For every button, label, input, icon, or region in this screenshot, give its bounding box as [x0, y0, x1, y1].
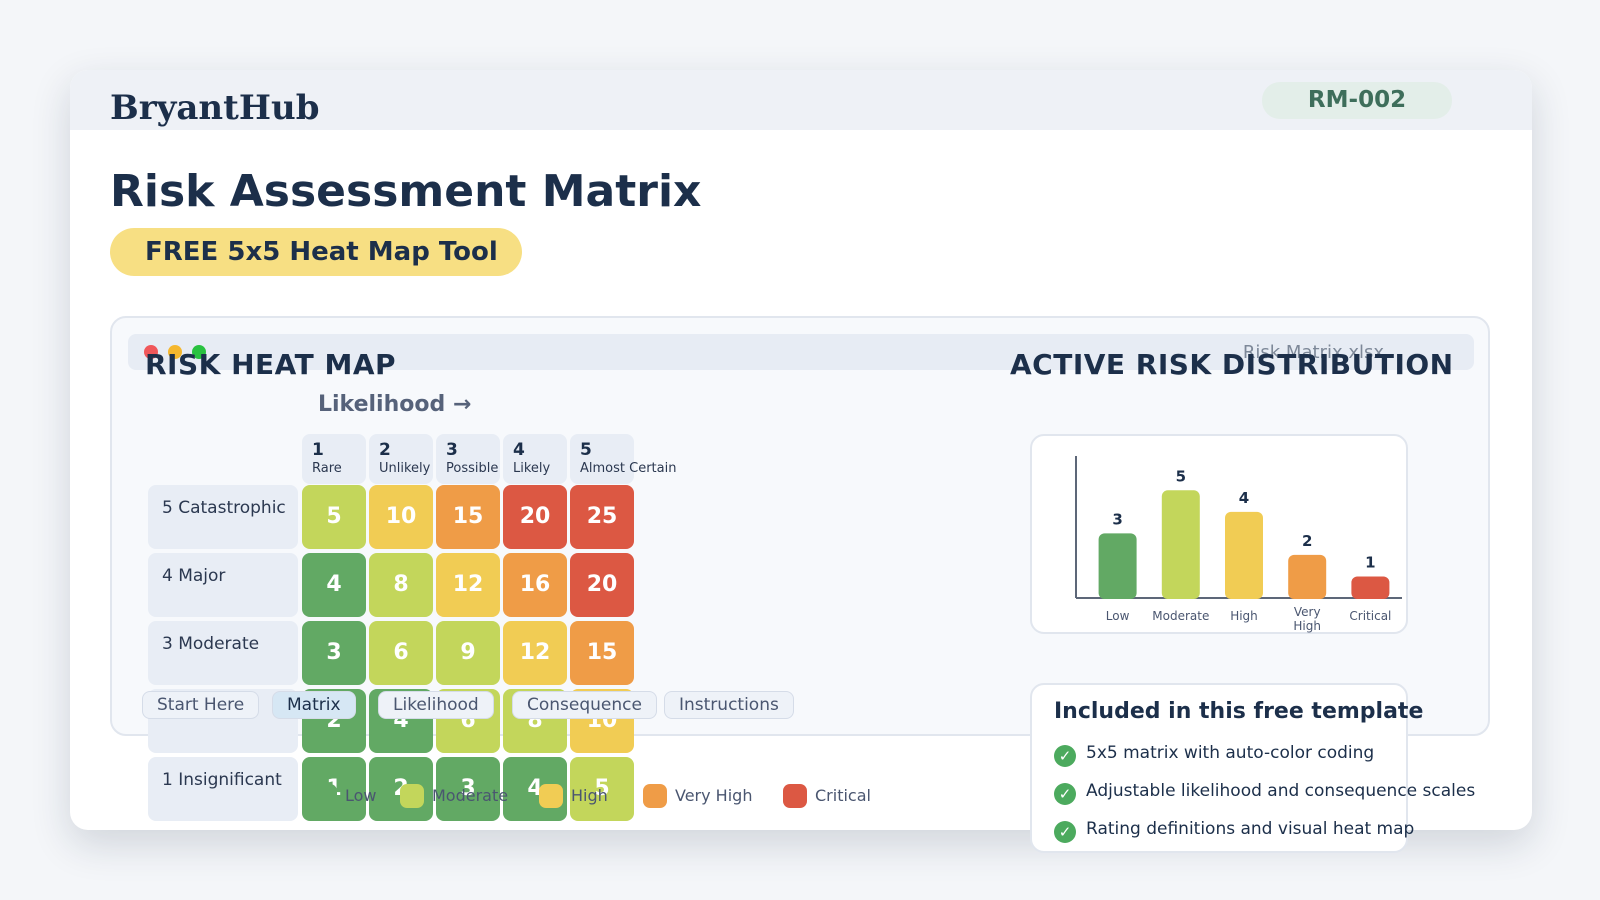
sheet-tab-consequence[interactable]: Consequence	[512, 691, 657, 719]
checkmark-icon: ✓	[1054, 745, 1076, 767]
likelihood-number: 3	[446, 440, 458, 460]
risk-cell[interactable]: 4	[302, 553, 366, 617]
legend-label: Low	[345, 786, 377, 805]
risk-cell[interactable]: 15	[570, 621, 634, 685]
risk-cell[interactable]: 3	[302, 621, 366, 685]
brand-logo: BryantHub	[110, 88, 320, 128]
likelihood-number: 1	[312, 440, 324, 460]
legend-swatch	[539, 784, 563, 808]
likelihood-header-1: 1 Rare	[302, 434, 366, 484]
category-label: Very	[1294, 605, 1321, 619]
free-tool-badge: FREE 5x5 Heat Map Tool	[110, 228, 522, 276]
likelihood-label: Likely	[513, 461, 551, 476]
likelihood-label: Possible	[446, 461, 499, 476]
risk-cell[interactable]: 5	[302, 485, 366, 549]
bar-critical	[1351, 576, 1390, 599]
document-id-badge: RM-002	[1262, 82, 1452, 119]
legend-swatch	[400, 784, 424, 808]
legend-label: Very High	[675, 786, 753, 805]
likelihood-header-2: 2 Unlikely	[369, 434, 433, 484]
legend-swatch	[643, 784, 667, 808]
window-filename: Risk Matrix.xlsx	[1242, 342, 1384, 363]
bar-very-high	[1288, 554, 1327, 599]
likelihood-number: 2	[379, 440, 391, 460]
likelihood-label: Unlikely	[379, 461, 431, 476]
heatmap-title: RISK HEAT MAP	[145, 348, 397, 381]
likelihood-number: 5	[580, 440, 592, 460]
bar-value-label: 3	[1112, 510, 1122, 528]
sheet-tab-matrix[interactable]: Matrix	[272, 691, 356, 719]
likelihood-header-5: 5 Almost Certain	[570, 434, 677, 484]
consequence-row-header: 3 Moderate	[148, 621, 298, 685]
bar-value-label: 4	[1239, 489, 1249, 507]
page-title: Risk Assessment Matrix	[110, 166, 702, 217]
likelihood-number: 4	[513, 440, 525, 460]
close-window-icon[interactable]	[144, 345, 158, 359]
sheet-tab-instructions[interactable]: Instructions	[664, 691, 794, 719]
maximize-window-icon[interactable]	[192, 345, 206, 359]
risk-cell[interactable]: 8	[369, 553, 433, 617]
sheet-tab-likelihood[interactable]: Likelihood	[378, 691, 494, 719]
feature-text: Adjustable likelihood and consequence sc…	[1086, 781, 1476, 801]
feature-text: Rating definitions and visual heat map	[1086, 819, 1415, 839]
included-title: Included in this free template	[1054, 699, 1424, 724]
minimize-window-icon[interactable]	[168, 345, 182, 359]
category-label: Moderate	[1152, 609, 1209, 623]
likelihood-header-4: 4 Likely	[503, 434, 567, 484]
risk-distribution-chart: 3 Low 5 Moderate 4 High 2 Very High 1 Critical	[1030, 434, 1408, 634]
bar-value-label: 2	[1302, 532, 1312, 550]
consequence-row-header: 4 Major	[148, 553, 298, 617]
risk-cell[interactable]: 20	[503, 485, 567, 549]
risk-cell[interactable]: 6	[369, 621, 433, 685]
bar-high	[1225, 511, 1263, 599]
risk-cell[interactable]: 12	[436, 553, 500, 617]
bar-value-label: 5	[1176, 467, 1186, 485]
legend-label: Critical	[815, 786, 871, 805]
bar-moderate	[1161, 490, 1200, 599]
checkmark-icon: ✓	[1054, 783, 1076, 805]
risk-cell[interactable]: 16	[503, 553, 567, 617]
legend-swatch	[783, 784, 807, 808]
legend-label: High	[571, 786, 608, 805]
risk-cell[interactable]: 12	[503, 621, 567, 685]
likelihood-header-3: 3 Possible	[436, 434, 500, 484]
risk-cell[interactable]: 10	[369, 485, 433, 549]
checkmark-icon: ✓	[1054, 821, 1076, 843]
risk-cell[interactable]: 5	[570, 757, 634, 821]
consequence-row-header: 5 Catastrophic	[148, 485, 298, 549]
legend-swatch	[313, 784, 337, 808]
card-header: BryantHub RM-002	[70, 70, 1532, 130]
likelihood-label: Almost Certain	[580, 461, 677, 476]
legend-label: Moderate	[432, 786, 509, 805]
bar-value-label: 1	[1365, 553, 1375, 571]
risk-cell[interactable]: 3	[436, 757, 500, 821]
category-label: Low	[1106, 609, 1130, 623]
category-label: High	[1230, 609, 1258, 623]
risk-cell[interactable]: 25	[570, 485, 634, 549]
category-label: High	[1293, 619, 1321, 633]
feature-text: 5x5 matrix with auto-color coding	[1086, 743, 1375, 763]
sheet-tab-start-here[interactable]: Start Here	[142, 691, 260, 719]
likelihood-axis-label: Likelihood →	[318, 392, 472, 417]
consequence-row-header: 1 Insignificant	[148, 757, 298, 821]
likelihood-label: Rare	[312, 461, 342, 476]
risk-cell[interactable]: 20	[570, 553, 634, 617]
included-features-box: Included in this free template ✓ 5x5 matr…	[1030, 683, 1475, 853]
risk-cell[interactable]: 15	[436, 485, 500, 549]
category-label: Critical	[1349, 609, 1391, 623]
distribution-title: ACTIVE RISK DISTRIBUTION	[1010, 348, 1454, 381]
risk-cell[interactable]: 9	[436, 621, 500, 685]
window-titlebar: Risk Matrix.xlsx	[128, 334, 1474, 370]
bar-low	[1098, 533, 1137, 599]
